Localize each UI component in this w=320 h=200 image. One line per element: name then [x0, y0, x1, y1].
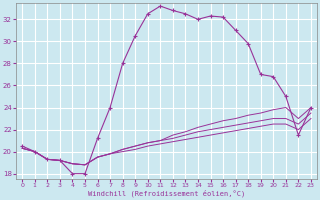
X-axis label: Windchill (Refroidissement éolien,°C): Windchill (Refroidissement éolien,°C) [88, 190, 245, 197]
